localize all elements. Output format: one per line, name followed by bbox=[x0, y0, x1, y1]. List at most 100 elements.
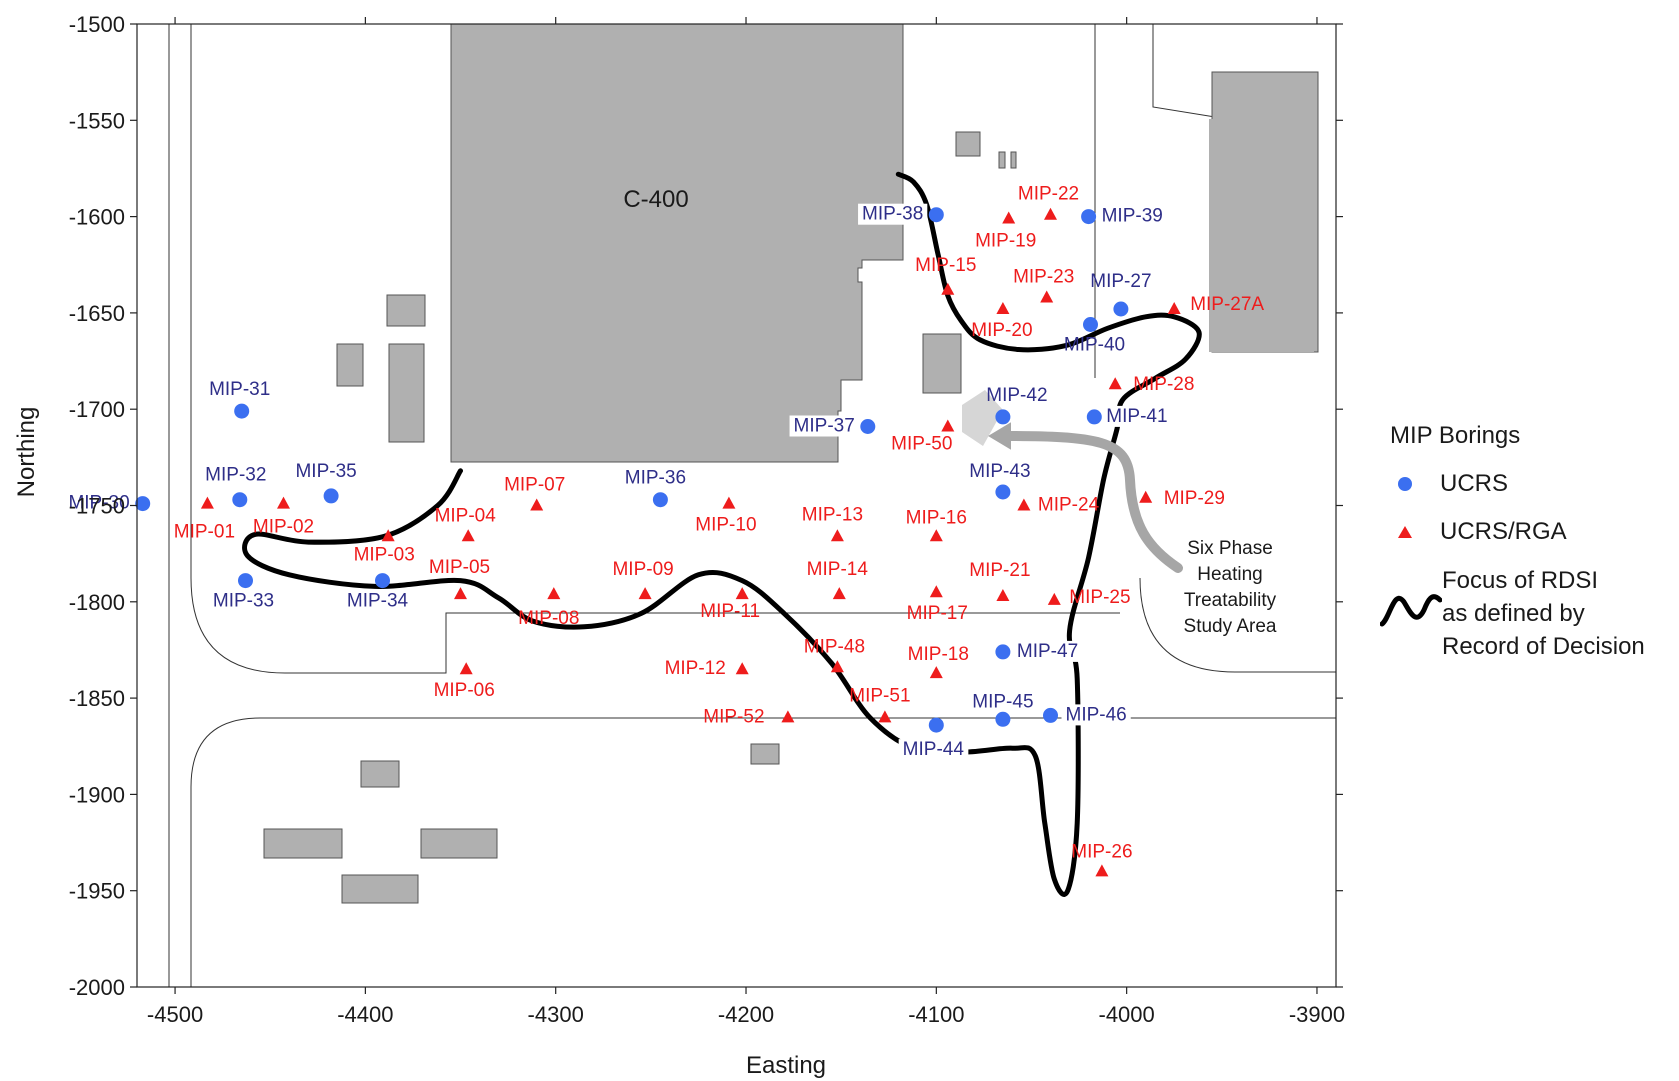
boring-label: MIP-08 bbox=[518, 608, 579, 629]
boring-label: MIP-18 bbox=[908, 644, 969, 665]
y-tick-label: -1600 bbox=[69, 205, 125, 230]
ucrs-rga-point bbox=[830, 529, 844, 542]
ucrs-rga-point bbox=[941, 419, 955, 432]
boring-label: MIP-11 bbox=[700, 601, 760, 622]
boring-label: MIP-19 bbox=[975, 231, 1036, 252]
y-axis-title: Northing bbox=[13, 407, 40, 498]
legend-focus-line-3: Record of Decision bbox=[1442, 633, 1645, 660]
study-area-line-1: Six Phase bbox=[1187, 538, 1273, 559]
boring-label: MIP-27A bbox=[1190, 294, 1264, 315]
boring-label: MIP-30 bbox=[68, 493, 129, 514]
study-area-label: Six Phase Heating Treatability Study Are… bbox=[1184, 538, 1277, 637]
label-background bbox=[898, 739, 969, 761]
label-background bbox=[64, 492, 134, 514]
boring-label: MIP-50 bbox=[891, 434, 952, 455]
ucrs-rga-point bbox=[1044, 207, 1057, 220]
y-tick-label: -1750 bbox=[69, 494, 125, 519]
ucrs-rga-point bbox=[454, 587, 467, 600]
ucrs-rga-point bbox=[1095, 864, 1109, 877]
ucrs-point bbox=[135, 496, 151, 512]
ucrs-rga-point bbox=[781, 710, 795, 723]
boring-label: MIP-05 bbox=[429, 557, 490, 578]
ucrs-rga-point bbox=[277, 496, 290, 509]
boring-label: MIP-13 bbox=[802, 504, 863, 525]
x-tick-label: -4400 bbox=[337, 1002, 393, 1027]
boring-label: MIP-46 bbox=[1066, 704, 1127, 725]
x-tick-label: -4000 bbox=[1099, 1002, 1155, 1027]
y-tick-label: -1550 bbox=[69, 108, 125, 133]
ucrs-rga-point bbox=[830, 660, 844, 673]
ucrs-rga-point bbox=[638, 587, 652, 600]
building bbox=[750, 743, 780, 765]
ucrs-point bbox=[238, 573, 253, 589]
boring-label: MIP-20 bbox=[971, 320, 1032, 341]
ucrs-rga-point bbox=[735, 662, 749, 675]
building bbox=[922, 333, 962, 394]
x-tick-label: -4300 bbox=[528, 1002, 584, 1027]
arrow-shaft bbox=[995, 431, 1183, 573]
boring-label: MIP-15 bbox=[915, 255, 976, 276]
ucrs-rga-point bbox=[381, 529, 395, 542]
ucrs-point bbox=[928, 207, 944, 223]
building bbox=[360, 760, 400, 788]
ucrs-rga-point bbox=[996, 302, 1010, 314]
label-background bbox=[1097, 205, 1167, 227]
boring-label: MIP-26 bbox=[1071, 841, 1132, 862]
ucrs-rga-point bbox=[530, 498, 544, 511]
boring-label: MIP-41 bbox=[1106, 406, 1167, 427]
building-c400 bbox=[450, 23, 904, 463]
label-background bbox=[1061, 704, 1131, 726]
y-tick-label: -1850 bbox=[69, 686, 125, 711]
ucrs-rga-point bbox=[996, 589, 1010, 601]
ucrs-point bbox=[995, 711, 1011, 727]
legend-title: MIP Borings bbox=[1390, 422, 1521, 449]
boring-label: MIP-43 bbox=[969, 461, 1030, 482]
ucrs-point bbox=[1086, 409, 1102, 425]
boring-label: MIP-45 bbox=[972, 691, 1033, 712]
x-tick-label: -4500 bbox=[147, 1002, 203, 1027]
boring-label: MIP-10 bbox=[695, 515, 756, 536]
ucrs-point bbox=[928, 717, 944, 733]
boring-label: MIP-34 bbox=[347, 591, 409, 612]
y-tick-label: -1800 bbox=[69, 590, 125, 615]
ucrs-rga-point bbox=[1040, 290, 1054, 303]
boring-label: MIP-42 bbox=[986, 385, 1047, 406]
boring-markers bbox=[135, 207, 1181, 877]
building bbox=[263, 828, 343, 859]
boring-label: MIP-40 bbox=[1064, 335, 1125, 356]
focus-area-curve bbox=[242, 171, 1202, 897]
building bbox=[1010, 151, 1017, 169]
boring-label: MIP-36 bbox=[625, 468, 686, 489]
study-area-line-4: Study Area bbox=[1184, 616, 1277, 637]
building bbox=[420, 828, 498, 859]
ucrs-point bbox=[1043, 707, 1058, 723]
ucrs-point bbox=[652, 492, 668, 508]
boring-label: MIP-01 bbox=[174, 522, 235, 543]
boring-label: MIP-33 bbox=[213, 591, 274, 612]
boring-label: MIP-39 bbox=[1102, 206, 1163, 227]
ucrs-point bbox=[995, 644, 1011, 660]
ucrs-rga-point bbox=[1108, 377, 1122, 390]
ucrs-rga-point bbox=[941, 282, 955, 295]
ucrs-rga-point bbox=[878, 710, 892, 723]
ucrs-rga-point bbox=[1017, 498, 1031, 511]
boring-label: MIP-52 bbox=[703, 706, 764, 727]
ucrs-rga-point bbox=[1047, 592, 1061, 605]
road-edge-lower bbox=[190, 717, 1336, 987]
blue-circle-icon bbox=[1398, 477, 1412, 491]
label-background bbox=[789, 415, 859, 437]
label-background bbox=[1012, 640, 1083, 662]
x-tick-label: -4100 bbox=[908, 1002, 964, 1027]
building-label: C-400 bbox=[623, 186, 688, 213]
y-tick-label: -1650 bbox=[69, 301, 125, 326]
legend-focus-line-2: as defined by bbox=[1442, 600, 1585, 627]
study-area-patch bbox=[962, 390, 1003, 446]
ucrs-rga-point bbox=[200, 496, 214, 509]
ucrs-point bbox=[995, 484, 1011, 500]
boring-label: MIP-25 bbox=[1069, 587, 1130, 608]
focus-line-icon bbox=[1380, 594, 1442, 627]
study-area-line-2: Heating bbox=[1197, 564, 1263, 585]
ucrs-rga-point bbox=[459, 662, 473, 675]
ucrs-rga-point bbox=[832, 587, 846, 600]
